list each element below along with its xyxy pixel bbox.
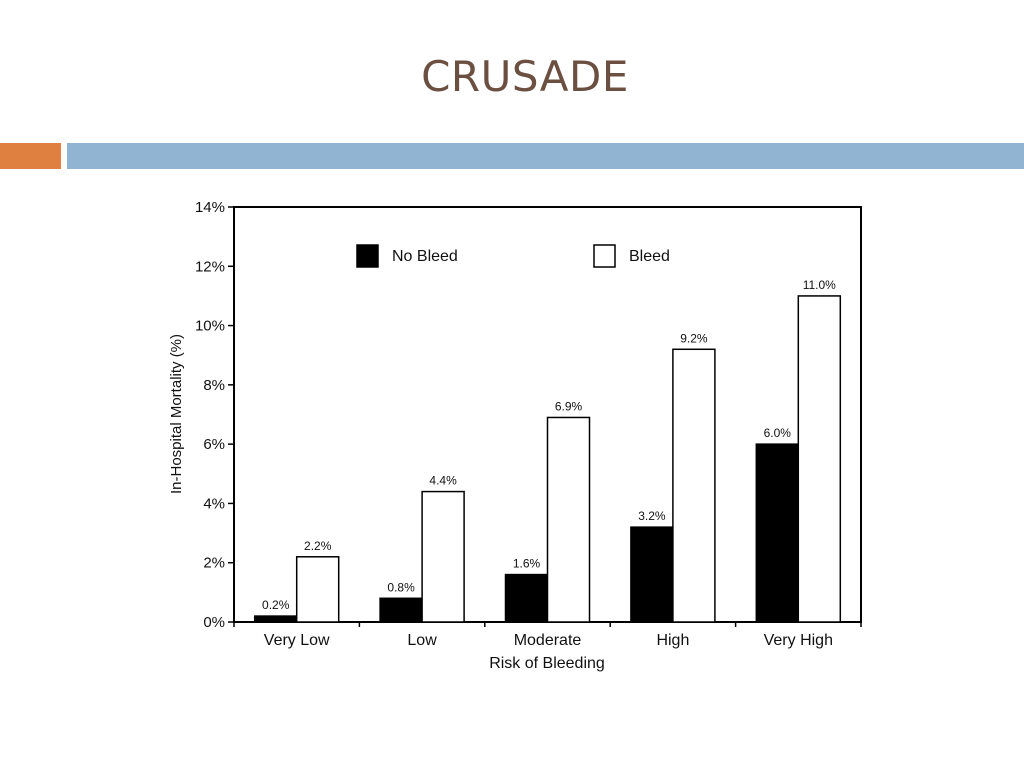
data-label: 3.2% — [638, 509, 666, 523]
legend-label: No Bleed — [392, 248, 458, 265]
accent-band-blue — [67, 143, 1024, 169]
bar-no-bleed — [504, 573, 549, 623]
x-tick-label: Low — [407, 632, 437, 649]
data-label: 4.4% — [429, 474, 457, 488]
x-axis-label: Risk of Bleeding — [489, 655, 605, 672]
slide-title: CRUSADE — [421, 52, 629, 101]
data-label: 0.2% — [262, 598, 290, 612]
data-label: 0.8% — [387, 580, 415, 594]
bar-no-bleed — [630, 526, 674, 623]
bar-no-bleed — [253, 615, 298, 623]
y-tick-label: 14% — [195, 199, 225, 216]
y-tick-label: 6% — [203, 436, 225, 453]
legend: No Bleed Bleed — [356, 244, 670, 268]
data-label: 1.6% — [513, 557, 541, 571]
legend-swatch — [593, 244, 616, 268]
y-tick-label: 10% — [195, 318, 225, 335]
legend-label: Bleed — [629, 248, 670, 265]
x-axis: Very Low Low Moderate High Very High — [233, 622, 862, 649]
bar-bleed — [797, 295, 842, 623]
x-tick-label: High — [656, 632, 689, 649]
data-label: 11.0% — [803, 278, 836, 292]
x-tick-label: Very High — [764, 632, 833, 649]
legend-swatch — [356, 244, 379, 268]
x-tick-label: Moderate — [514, 632, 582, 649]
accent-band-orange — [0, 143, 61, 169]
data-label: 6.0% — [764, 426, 792, 440]
bar-no-bleed — [755, 443, 800, 623]
y-tick-label: 2% — [203, 555, 225, 572]
y-axis-label: In-Hospital Mortality (%) — [168, 334, 185, 494]
y-tick-label: 8% — [203, 377, 225, 394]
y-tick-label: 0% — [203, 614, 225, 631]
data-label: 9.2% — [680, 331, 708, 345]
y-tick-label: 4% — [203, 495, 225, 512]
y-tick-label: 12% — [195, 258, 225, 275]
bar-bleed — [421, 490, 465, 623]
data-label: 6.9% — [555, 399, 583, 413]
data-label: 2.2% — [304, 539, 332, 553]
x-tick-label: Very Low — [264, 632, 330, 649]
bar-bleed — [295, 556, 340, 623]
bar-no-bleed — [379, 597, 423, 623]
bar-bleed — [546, 416, 591, 623]
y-axis: 0% 2% 4% 6% 8% 10% 12% 14% — [195, 199, 234, 631]
bars: 0.2% 0.8% 1.6% 3.2% 6.0% 2.2% 4.4% 6.9% 9.2% 11.0… — [253, 278, 842, 623]
bar-bleed — [672, 348, 716, 623]
